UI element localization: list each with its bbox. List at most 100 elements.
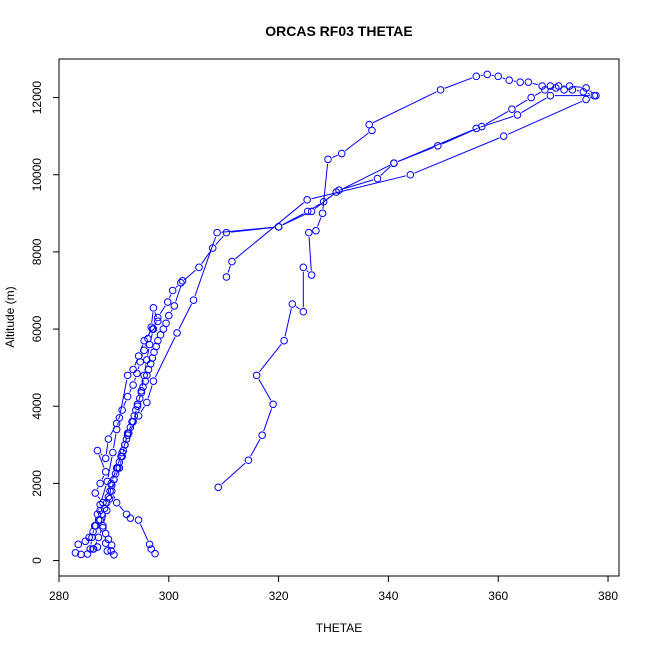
data-point: [579, 87, 588, 96]
data-point: [137, 387, 146, 395]
data-point: [147, 323, 156, 331]
data-point: [140, 371, 148, 380]
series-segment: [314, 194, 334, 210]
data-point: [162, 319, 170, 328]
data-point: [170, 302, 179, 310]
series-segment: [589, 90, 593, 94]
series-segment: [221, 226, 275, 233]
y-tick-label: 0: [30, 557, 44, 564]
series-segment: [117, 456, 122, 464]
y-axis-label: Altitude (m): [3, 286, 17, 347]
data-point: [163, 298, 172, 306]
series-segment: [295, 306, 300, 310]
series-segment: [134, 377, 137, 381]
series-segment: [308, 237, 312, 271]
data-point: [307, 207, 316, 216]
data-point: [505, 76, 514, 85]
series-segment: [306, 270, 309, 273]
data-point: [107, 547, 115, 555]
data-point: [148, 325, 157, 333]
data-point: [104, 435, 113, 443]
data-point: [93, 510, 102, 519]
data-point: [541, 86, 549, 94]
data-point: [103, 477, 112, 486]
data-point: [332, 188, 341, 196]
data-point: [122, 510, 131, 519]
series-segment: [103, 514, 107, 522]
data-point: [89, 545, 97, 553]
series-segment: [100, 453, 103, 456]
data-point: [288, 300, 297, 308]
series-segment: [147, 385, 153, 399]
x-tick-label: 340: [378, 589, 398, 603]
data-point: [494, 72, 503, 81]
data-point: [77, 550, 85, 559]
data-point: [133, 369, 141, 378]
series-segment: [258, 379, 272, 401]
data-point: [115, 414, 124, 422]
series-segment: [159, 305, 166, 314]
data-point: [149, 377, 158, 385]
y-tick-label: 4000: [30, 393, 44, 420]
data-point: [109, 448, 117, 457]
series-segment: [414, 137, 500, 174]
series-segment: [137, 366, 140, 370]
data-point: [133, 402, 142, 411]
series-segment: [331, 154, 338, 159]
series-segment: [154, 311, 157, 318]
data-point: [472, 72, 481, 81]
data-point: [305, 228, 313, 237]
data-point: [303, 196, 311, 204]
series-segment: [140, 523, 149, 541]
data-point: [140, 346, 148, 355]
x-axis-label: THETAE: [316, 621, 362, 635]
data-point: [560, 86, 568, 94]
data-point: [472, 124, 481, 133]
series-segment: [521, 97, 547, 114]
data-point: [149, 304, 158, 312]
data-point: [168, 286, 177, 295]
data-point: [214, 483, 223, 492]
series-segment: [98, 454, 105, 468]
data-point: [134, 352, 143, 360]
series-segment: [129, 425, 132, 430]
series-segment: [373, 91, 437, 124]
series-segment: [183, 269, 196, 281]
series-segment: [263, 408, 273, 432]
data-point: [258, 431, 266, 439]
series-segment: [101, 485, 107, 501]
y-tick-label: 8000: [30, 238, 44, 265]
series-segment: [574, 86, 582, 88]
data-point: [96, 479, 104, 488]
data-point: [143, 398, 151, 407]
data-point: [280, 336, 288, 345]
series-segment: [101, 475, 105, 480]
data-point: [244, 456, 253, 465]
series-segment: [123, 439, 127, 449]
data-point: [303, 207, 312, 216]
data-point: [123, 392, 132, 401]
data-point: [112, 498, 121, 507]
data-point: [71, 549, 80, 557]
series-segment: [397, 129, 473, 162]
data-point: [274, 223, 283, 231]
data-point: [74, 540, 83, 549]
data-point: [118, 448, 126, 457]
data-point: [140, 336, 148, 345]
data-point: [147, 545, 156, 553]
series-2: [71, 70, 599, 559]
series-segment: [235, 202, 304, 260]
data-point: [144, 334, 152, 343]
data-point: [126, 514, 135, 522]
data-point: [112, 425, 121, 434]
series-segment: [201, 251, 211, 264]
data-point: [143, 356, 151, 364]
data-point: [582, 84, 590, 92]
data-point: [269, 400, 277, 409]
series-segment: [178, 303, 192, 330]
data-point: [154, 313, 162, 322]
data-point: [88, 533, 96, 542]
series-segment: [534, 91, 542, 96]
series-segment: [317, 217, 322, 227]
